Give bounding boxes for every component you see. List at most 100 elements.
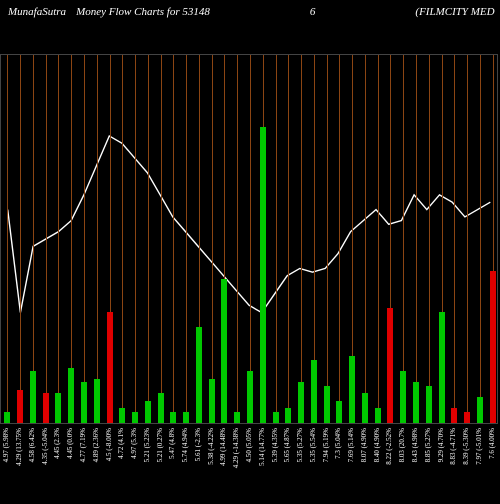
x-label: 7.3 (5.04% xyxy=(334,428,342,459)
grid-line xyxy=(416,55,417,423)
bar xyxy=(477,397,483,423)
bar xyxy=(375,408,381,423)
grid-line xyxy=(58,55,59,423)
x-label: 8.40 (4.90% xyxy=(373,428,381,462)
x-label: 4.72 (4.1% xyxy=(117,428,125,459)
grid-line xyxy=(173,55,174,423)
bar xyxy=(426,386,432,423)
x-label: 8.83 (-4.71% xyxy=(449,428,457,465)
grid-line xyxy=(454,55,455,423)
bar xyxy=(439,312,445,423)
x-label: 4.45 (0.0% xyxy=(66,428,74,459)
x-label: 4.77 (7.19% xyxy=(79,428,87,462)
grid-line xyxy=(135,55,136,423)
bar xyxy=(413,382,419,423)
chart-plot-area xyxy=(0,54,498,424)
bar xyxy=(324,386,330,423)
grid-line xyxy=(7,55,8,423)
header-code: 6 xyxy=(310,6,316,18)
grid-line xyxy=(467,55,468,423)
bar xyxy=(311,360,317,423)
x-label: 7.69 (5.14% xyxy=(347,428,355,462)
x-label: 8.22 (-2.52% xyxy=(385,428,393,465)
bar xyxy=(43,393,49,423)
x-label: 5.35 (5.54% xyxy=(309,428,317,462)
grid-line xyxy=(161,55,162,423)
grid-line xyxy=(276,55,277,423)
x-label: 5.47 (4.8% xyxy=(168,428,176,459)
grid-line xyxy=(148,55,149,423)
x-label: 5.35 (5.27% xyxy=(296,428,304,462)
x-label: 8.43 (4.98% xyxy=(411,428,419,462)
grid-line xyxy=(84,55,85,423)
grid-line xyxy=(378,55,379,423)
x-label: 5.74 (4.94% xyxy=(181,428,189,462)
x-label: 5.38 (-4.22% xyxy=(207,428,215,465)
x-label: 4.29 (-14.38% xyxy=(232,428,240,468)
x-label: 4.29 (13.75% xyxy=(15,428,23,466)
grid-line xyxy=(46,55,47,423)
chart-x-axis-labels: 4.97 (5.98% 4.29 (13.75% 4.58 (6.42% 4.35 (… xyxy=(0,424,498,504)
x-label: 4.45 (2.3% xyxy=(53,428,61,459)
header-ticker: (FILMCITY MED xyxy=(415,6,494,18)
x-label: 4.89 (2.36% xyxy=(92,428,100,462)
grid-line xyxy=(327,55,328,423)
bar xyxy=(247,371,253,423)
grid-line xyxy=(339,55,340,423)
grid-line xyxy=(212,55,213,423)
bar xyxy=(132,412,138,423)
bar xyxy=(234,412,240,423)
bar xyxy=(298,382,304,423)
bar xyxy=(158,393,164,423)
x-label: 5.21 (0.27% xyxy=(156,428,164,462)
bar xyxy=(17,390,23,423)
bar xyxy=(107,312,113,423)
x-label: 7.97 (-5.01% xyxy=(475,428,483,465)
bar xyxy=(145,401,151,423)
x-label: 8.85 (5.27% xyxy=(424,428,432,462)
bar xyxy=(4,412,10,423)
bar xyxy=(362,393,368,423)
grid-line xyxy=(301,55,302,423)
bar xyxy=(387,308,393,423)
bar xyxy=(349,356,355,423)
bar xyxy=(30,371,36,423)
chart-line xyxy=(1,55,497,423)
grid-line xyxy=(403,55,404,423)
bar xyxy=(81,382,87,423)
bar xyxy=(119,408,125,423)
x-label: 8.03 (20.7% xyxy=(398,428,406,462)
bar xyxy=(68,368,74,424)
bar xyxy=(196,327,202,423)
x-label: 4.5 (-8.00% xyxy=(105,428,113,461)
bar xyxy=(273,412,279,423)
bar xyxy=(94,379,100,423)
header-title: Money Flow Charts for 53148 xyxy=(76,6,210,18)
x-label: 4.97 (5.98% xyxy=(2,428,10,462)
x-label: 4.35 (-5.04% xyxy=(41,428,49,465)
bar xyxy=(451,408,457,423)
x-label: 5.65 (4.87% xyxy=(283,428,291,462)
bar xyxy=(170,412,176,423)
x-label: 7.6 (4.00% xyxy=(488,428,496,459)
grid-line xyxy=(97,55,98,423)
grid-line xyxy=(20,55,21,423)
grid-line xyxy=(237,55,238,423)
bar xyxy=(183,412,189,423)
bar xyxy=(55,393,61,423)
grid-line xyxy=(122,55,123,423)
bar xyxy=(285,408,291,423)
grid-line xyxy=(33,55,34,423)
bar xyxy=(464,412,470,423)
grid-line xyxy=(429,55,430,423)
grid-line xyxy=(365,55,366,423)
x-label: 4.58 (6.42% xyxy=(28,428,36,462)
x-label: 5.61 (-2.3% xyxy=(194,428,202,461)
bar xyxy=(260,127,266,423)
header: MunafaSutra Money Flow Charts for 53148 … xyxy=(0,0,500,24)
x-label: 5.14 (14.77% xyxy=(258,428,266,466)
x-label: 4.99 (14.48% xyxy=(219,428,227,466)
bar xyxy=(490,271,496,423)
x-label: 8.39 (-5.30% xyxy=(462,428,470,465)
grid-line xyxy=(288,55,289,423)
